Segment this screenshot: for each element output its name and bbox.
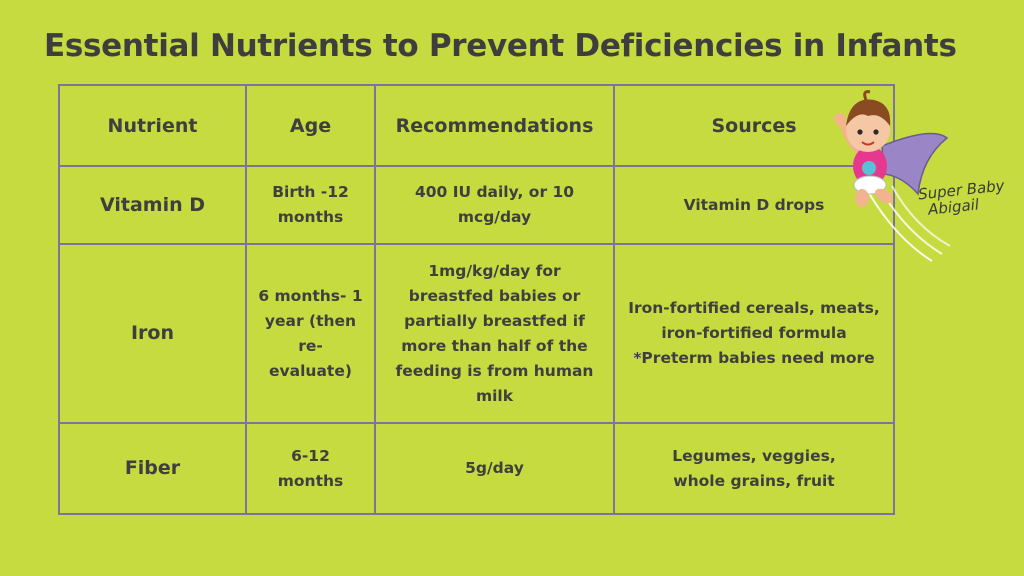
cell-line: more than half of the — [401, 336, 588, 355]
cell-line: whole grains, fruit — [673, 471, 835, 490]
table-row: Fiber 6-12 months 5g/day Legumes, veggie… — [58, 422, 895, 515]
cell-line: breastfed babies or — [408, 286, 581, 305]
cell-line: Legumes, veggies, — [672, 446, 836, 465]
recommendations-cell: 1mg/kg/day for breastfed babies or parti… — [374, 243, 615, 424]
age-cell: 6-12 months — [245, 422, 376, 515]
cell-line: Iron-fortified cereals, meats, — [628, 299, 880, 317]
cell-line: Birth -12 — [272, 183, 349, 201]
table-row: Iron 6 months- 1 year (then re-evaluate)… — [58, 243, 895, 424]
nutrient-cell: Iron — [58, 243, 247, 424]
nutrient-table: Nutrient Age Recommendations Sources Vit… — [58, 84, 895, 515]
superhero-baby-icon — [834, 90, 951, 262]
cell-line: 6 months- 1 — [258, 286, 363, 305]
super-baby-abigail-logo: Super Baby Abigail — [822, 86, 1018, 266]
header-age: Age — [245, 84, 376, 167]
cell-line: 1mg/kg/day for — [428, 261, 561, 280]
nutrient-cell: Vitamin D — [58, 165, 247, 245]
cell-line: 400 IU daily, or 10 — [414, 183, 575, 201]
cell-line: months — [277, 471, 344, 490]
cell-line: iron-fortified formula — [661, 324, 847, 342]
cell-line: mcg/day — [457, 208, 532, 226]
cell-line: 5g/day — [465, 459, 524, 477]
cell-line: year (then — [264, 311, 357, 330]
table-row: Vitamin D Birth -12 months 400 IU daily,… — [58, 165, 895, 245]
cell-line: *Preterm babies need more — [633, 349, 875, 367]
header-nutrient: Nutrient — [58, 84, 247, 167]
age-cell: 6 months- 1 year (then re-evaluate) — [245, 243, 376, 424]
nutrient-cell: Fiber — [58, 422, 247, 515]
sources-cell: Vitamin D drops — [613, 165, 895, 245]
recommendations-cell: 5g/day — [374, 422, 615, 515]
page-title: Essential Nutrients to Prevent Deficienc… — [44, 28, 957, 64]
header-recommendations: Recommendations — [374, 84, 615, 167]
cell-line: months — [277, 208, 344, 226]
table-header-row: Nutrient Age Recommendations Sources — [58, 84, 895, 167]
cell-line: partially breastfed if — [404, 311, 585, 330]
cell-line: feeding is from human — [395, 361, 594, 380]
recommendations-cell: 400 IU daily, or 10 mcg/day — [374, 165, 615, 245]
cell-line: 6-12 — [291, 446, 330, 465]
cell-line: milk — [475, 386, 514, 405]
age-cell: Birth -12 months — [245, 165, 376, 245]
sources-cell: Legumes, veggies, whole grains, fruit — [613, 422, 895, 515]
sources-cell: Iron-fortified cereals, meats, iron-fort… — [613, 243, 895, 424]
cell-line: Vitamin D drops — [683, 195, 825, 214]
cell-line: re-evaluate) — [269, 336, 352, 380]
